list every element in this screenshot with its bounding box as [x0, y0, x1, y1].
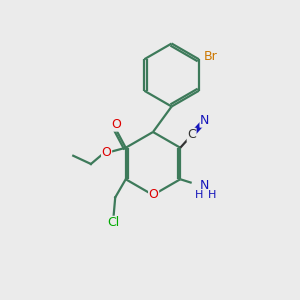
- Text: O: O: [102, 146, 112, 159]
- Text: Cl: Cl: [107, 216, 120, 230]
- Text: H: H: [208, 190, 217, 200]
- Text: Br: Br: [203, 50, 217, 63]
- Text: N: N: [200, 179, 209, 192]
- Text: H: H: [195, 190, 203, 200]
- Text: O: O: [112, 118, 122, 131]
- Text: N: N: [200, 114, 209, 127]
- Text: C: C: [187, 128, 196, 141]
- Text: O: O: [149, 188, 158, 202]
